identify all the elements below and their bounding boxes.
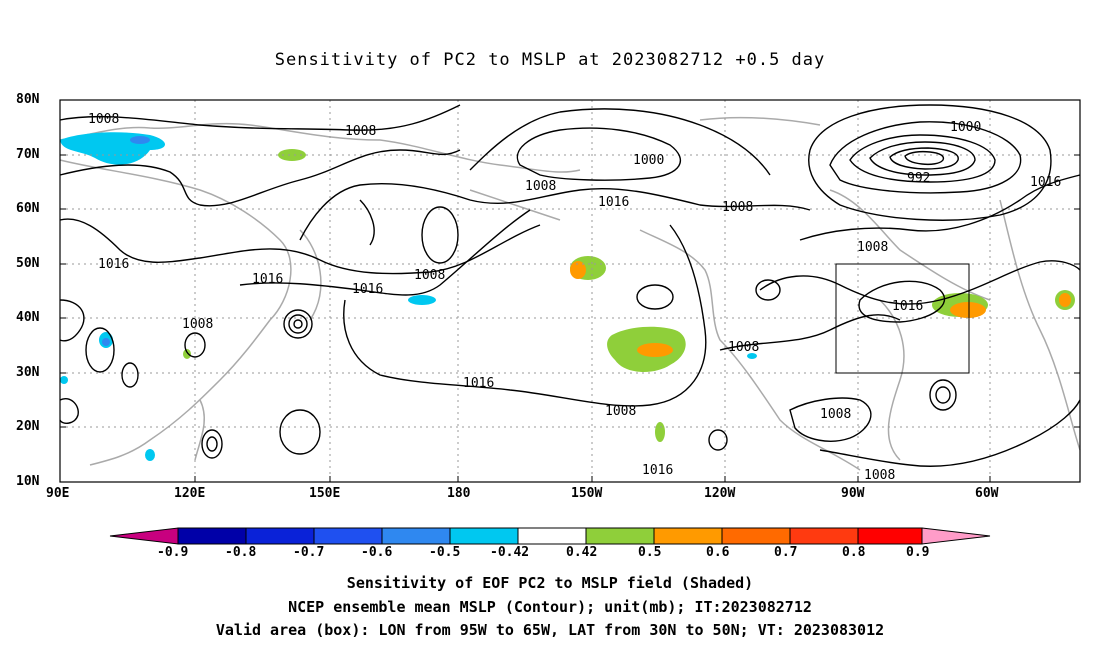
lat-label: 60N bbox=[16, 201, 40, 216]
colorbar-label: 0.5 bbox=[638, 545, 662, 560]
lat-label: 20N bbox=[16, 419, 40, 434]
lat-label: 50N bbox=[16, 256, 40, 271]
contour-label: 1016 bbox=[98, 257, 129, 272]
lon-label: 90W bbox=[841, 486, 865, 501]
colorbar-swatch bbox=[449, 527, 519, 545]
mslp-contours bbox=[59, 104, 1081, 467]
colorbar-swatch bbox=[585, 527, 655, 545]
map-frame bbox=[59, 99, 1081, 483]
lon-label: 120W bbox=[704, 486, 736, 501]
lat-label: 30N bbox=[16, 365, 40, 380]
contour-label: 1016 bbox=[1030, 175, 1061, 190]
colorbar-label: -0.42 bbox=[490, 545, 530, 560]
colorbar-swatch bbox=[857, 527, 923, 545]
contour-label: 1016 bbox=[598, 195, 629, 210]
contour-label: 1008 bbox=[414, 268, 445, 283]
sensitivity-shading bbox=[60, 132, 1075, 461]
lon-label: 120E bbox=[174, 486, 206, 501]
caption-line-2: NCEP ensemble mean MSLP (Contour); unit(… bbox=[288, 598, 812, 616]
colorbar-label: 0.42 bbox=[566, 545, 598, 560]
lon-label: 60W bbox=[975, 486, 999, 501]
grid-lines bbox=[60, 100, 1080, 482]
lat-label: 70N bbox=[16, 147, 40, 162]
colorbar-swatch bbox=[245, 527, 315, 545]
colorbar-label: -0.6 bbox=[361, 545, 393, 560]
contour-label: 1008 bbox=[525, 179, 556, 194]
colorbar-label: -0.8 bbox=[225, 545, 257, 560]
contour-label: 1016 bbox=[892, 299, 923, 314]
caption-line-1: Sensitivity of EOF PC2 to MSLP field (Sh… bbox=[346, 574, 754, 592]
colorbar-label: 0.8 bbox=[842, 545, 866, 560]
tick-marks bbox=[60, 99, 1080, 483]
lat-label: 80N bbox=[16, 92, 40, 107]
contour-label: 1008 bbox=[820, 407, 851, 422]
colorbar-label: -0.9 bbox=[157, 545, 189, 560]
contour-label: 1016 bbox=[463, 376, 494, 391]
contour-label: 1008 bbox=[864, 468, 895, 483]
contour-label: 1008 bbox=[857, 240, 888, 255]
colorbar-swatch bbox=[177, 527, 247, 545]
contour-label: 1016 bbox=[642, 463, 673, 478]
colorbar bbox=[109, 527, 991, 545]
contour-label: 1016 bbox=[252, 272, 283, 287]
contour-label: 1008 bbox=[605, 404, 636, 419]
colorbar-swatch bbox=[653, 527, 723, 545]
valid-area-box bbox=[835, 263, 970, 374]
contour-label: 1016 bbox=[352, 282, 383, 297]
contour-label: 1008 bbox=[88, 112, 119, 127]
contour-label: 1008 bbox=[728, 340, 759, 355]
caption-line-3: Valid area (box): LON from 95W to 65W, L… bbox=[215, 621, 885, 639]
contour-label: 1008 bbox=[722, 200, 753, 215]
colorbar-swatch bbox=[721, 527, 791, 545]
colorbar-high-arrow bbox=[921, 527, 991, 545]
colorbar-swatch bbox=[517, 527, 587, 545]
contour-labels: 1008 1008 1000 1000 992 1016 1008 1008 1… bbox=[88, 112, 1061, 483]
lat-label: 40N bbox=[16, 310, 40, 325]
contour-label: 1000 bbox=[633, 153, 664, 168]
lon-label: 150E bbox=[309, 486, 341, 501]
lon-label: 180 bbox=[447, 486, 471, 501]
colorbar-swatch bbox=[381, 527, 451, 545]
lat-label: 10N bbox=[16, 474, 40, 489]
colorbar-label: 0.6 bbox=[706, 545, 730, 560]
colorbar-low-arrow bbox=[109, 527, 179, 545]
colorbar-label: 0.9 bbox=[906, 545, 930, 560]
colorbar-label: -0.5 bbox=[429, 545, 461, 560]
contour-label: 1008 bbox=[182, 317, 213, 332]
contour-label: 992 bbox=[907, 171, 930, 186]
coastlines bbox=[59, 116, 1081, 471]
lon-label: 90E bbox=[46, 486, 70, 501]
colorbar-label: 0.7 bbox=[774, 545, 798, 560]
contour-label: 1008 bbox=[345, 124, 376, 139]
colorbar-swatch bbox=[789, 527, 859, 545]
colorbar-label: -0.7 bbox=[293, 545, 325, 560]
lon-label: 150W bbox=[571, 486, 603, 501]
colorbar-swatch bbox=[313, 527, 383, 545]
contour-label: 1000 bbox=[950, 120, 981, 135]
map-title: Sensitivity of PC2 to MSLP at 2023082712… bbox=[274, 50, 826, 70]
